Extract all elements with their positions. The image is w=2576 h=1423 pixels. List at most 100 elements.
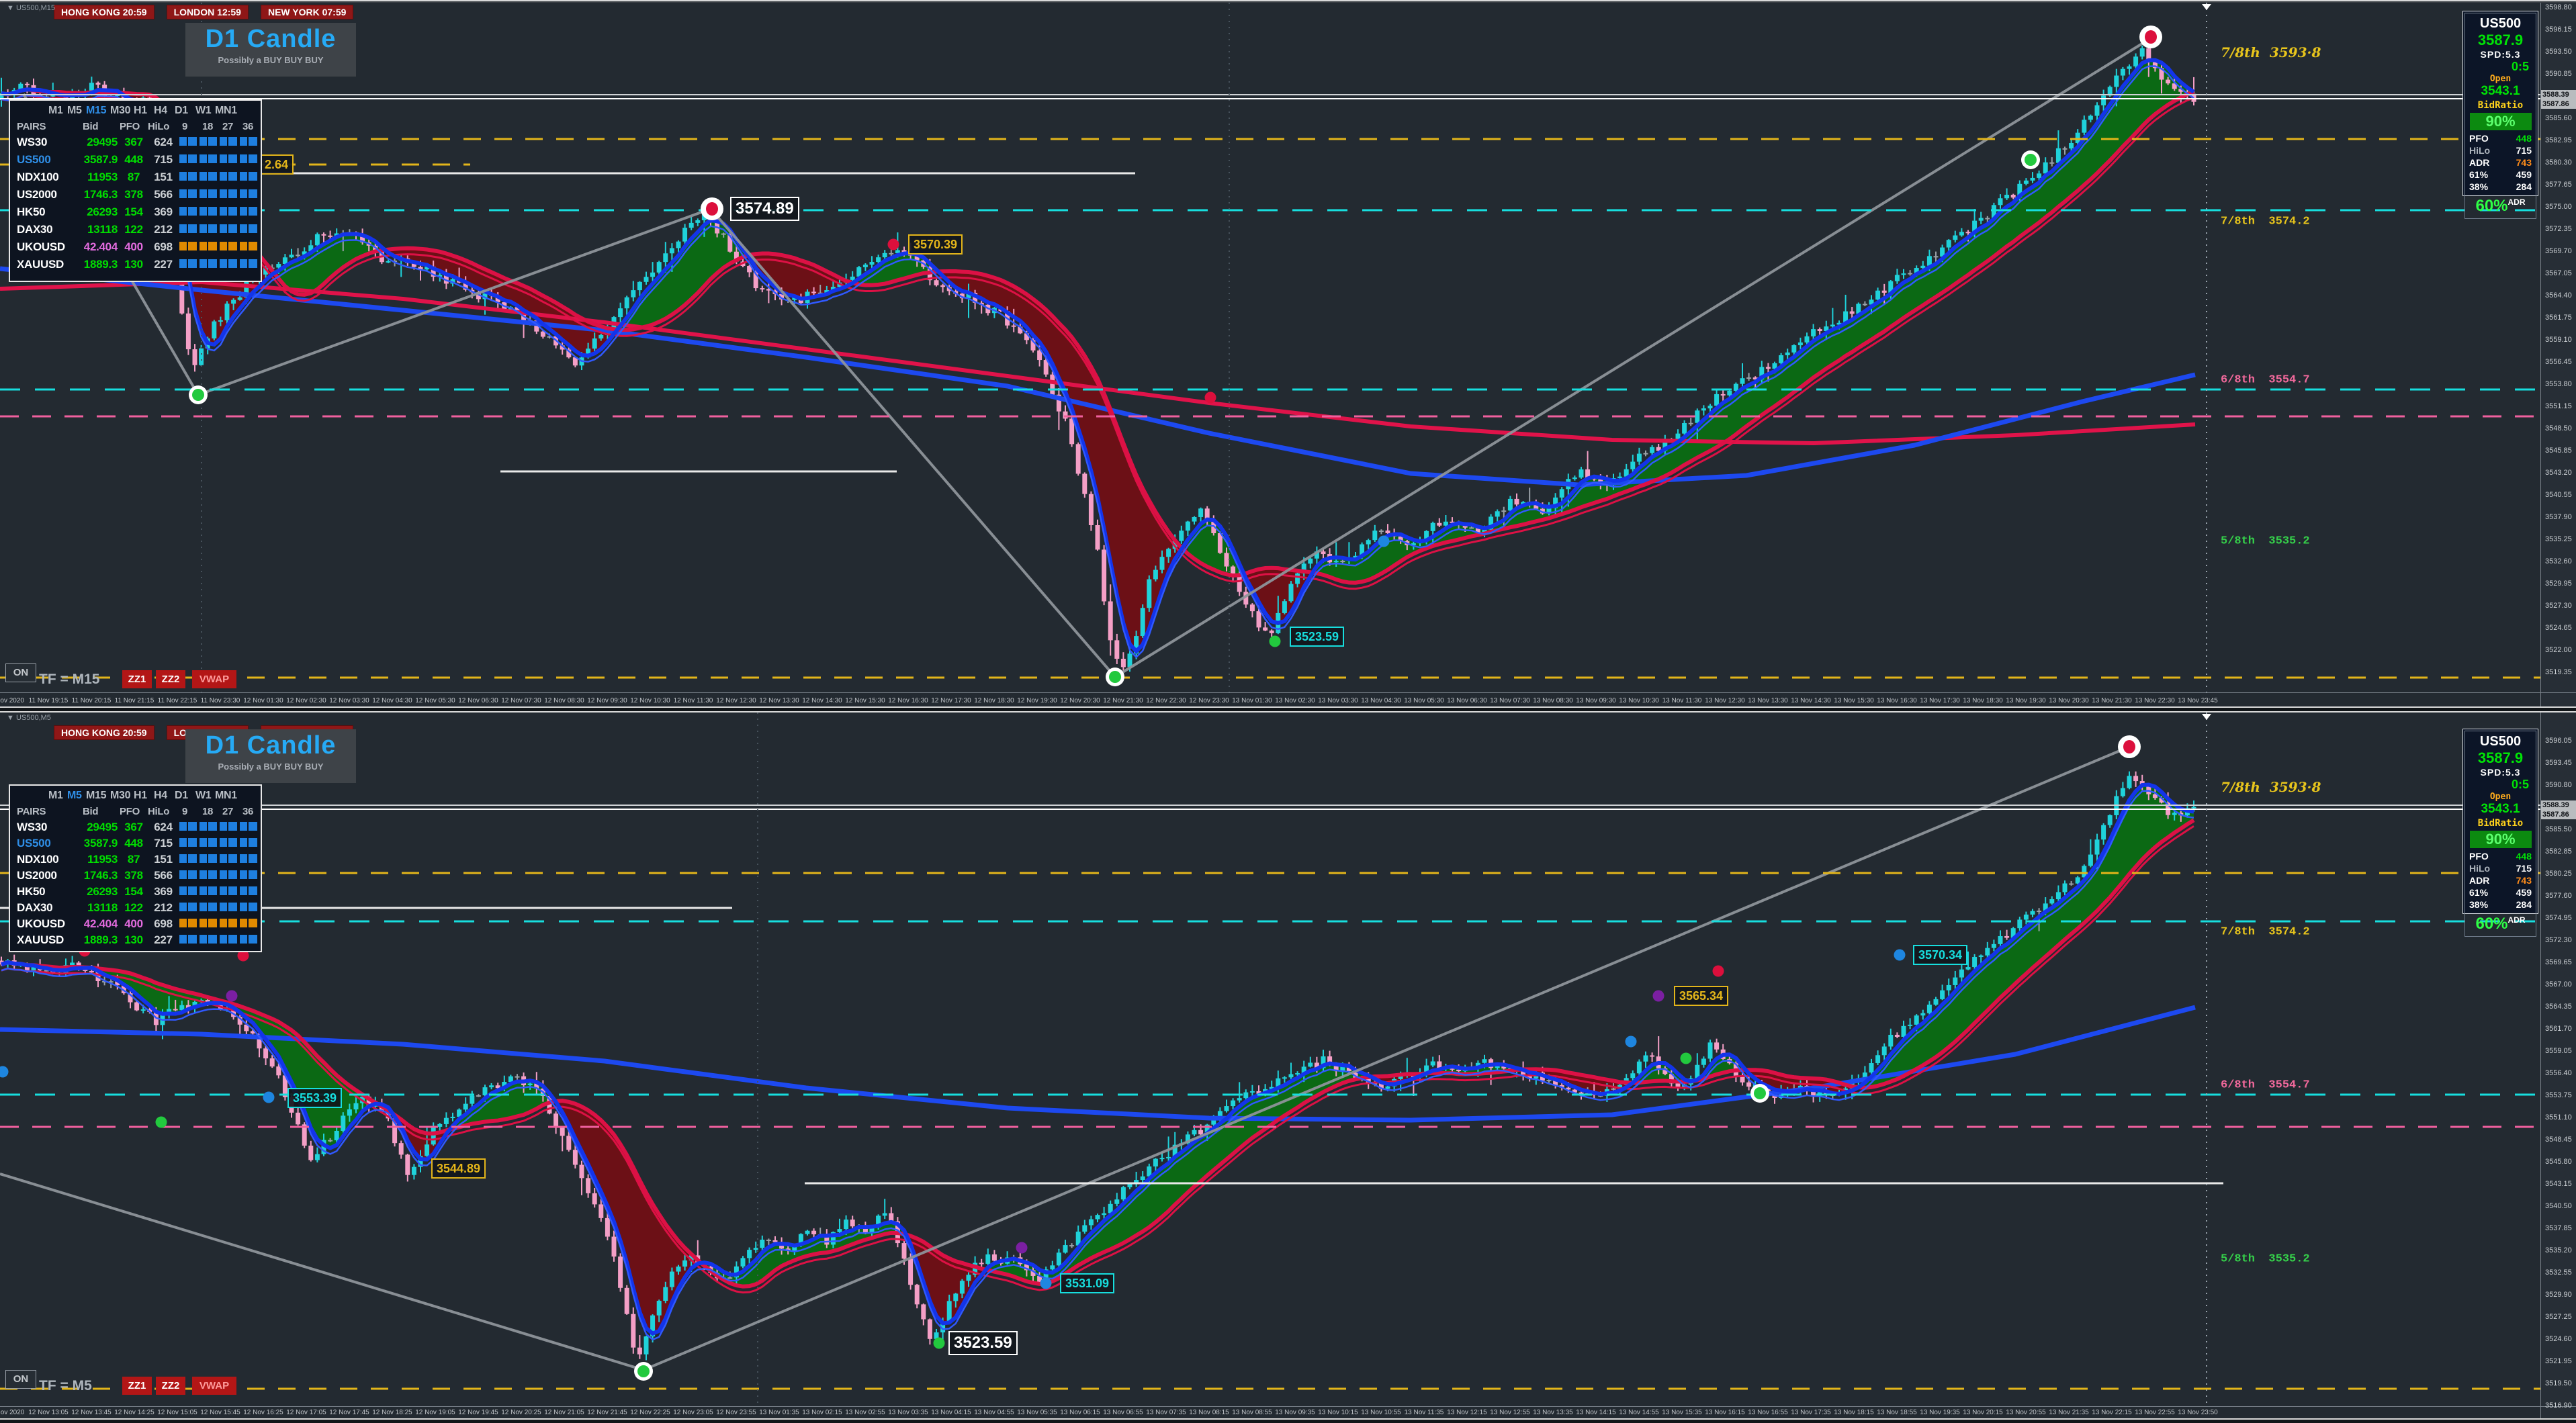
tf-header-H1[interactable]: H1 [134,790,147,801]
pairs-cell[interactable]: 566 [154,869,173,882]
pairs-cell[interactable]: WS30 [17,136,48,148]
chart-separator-gap[interactable] [0,708,2576,711]
tf-header-M5[interactable]: M5 [67,790,82,801]
pairs-cell[interactable]: 367 [124,136,143,148]
pairs-cell[interactable]: 400 [124,240,143,253]
tf-header-MN1[interactable]: MN1 [215,790,237,801]
tf-header-MN1[interactable]: MN1 [215,105,237,116]
pairs-cell[interactable]: 624 [154,821,173,833]
pairs-cell[interactable]: 87 [127,853,140,866]
pairs-cell[interactable]: 448 [124,837,143,850]
tf-header-M1[interactable]: M1 [48,790,63,801]
chart-tab-m15[interactable]: ▼ US500,M15 [7,4,56,12]
pairs-cell[interactable]: 698 [154,917,173,930]
tf-header-M15[interactable]: M15 [86,105,107,116]
pairs-cell[interactable]: 448 [124,153,143,166]
pairs-cell[interactable]: 369 [154,205,173,218]
pairs-cell[interactable]: NDX100 [17,171,59,183]
pairs-cell[interactable]: DAX30 [17,223,53,236]
pairs-cell[interactable]: 1889.3 [83,258,118,271]
pairs-cell[interactable]: 566 [154,188,173,201]
pairs-cell[interactable]: 26293 [87,885,118,898]
zz1-button-2[interactable]: ZZ1 [122,1377,152,1395]
pairs-cell[interactable]: 1746.3 [83,869,118,882]
pairs-cell[interactable]: 698 [154,240,173,253]
tf-header-W1[interactable]: W1 [195,790,212,801]
pairs-cell[interactable]: US2000 [17,188,57,201]
pairs-cell[interactable]: 29495 [87,136,118,148]
pairs-cell[interactable]: 13118 [87,223,118,236]
tf-header-M5[interactable]: M5 [67,105,82,116]
tf-header-M30[interactable]: M30 [110,790,131,801]
pairs-cell[interactable]: DAX30 [17,901,53,914]
pairs-cell[interactable]: 154 [124,205,143,218]
zz2-button-2[interactable]: ZZ2 [156,1377,185,1395]
pairs-cell[interactable]: NDX100 [17,853,59,866]
pairs-cell[interactable]: 42.404 [83,917,118,930]
tf-header-D1[interactable]: D1 [175,105,188,116]
tf-header-M15[interactable]: M15 [86,790,107,801]
price-scale-label: 3551.15 [2545,402,2572,410]
pairs-cell[interactable]: 130 [124,933,143,946]
pairs-cell[interactable]: HK50 [17,205,46,218]
chart-area-0[interactable] [0,3,2540,692]
tf-header-M1[interactable]: M1 [48,105,63,116]
vwap-button[interactable]: VWAP [192,670,236,688]
pairs-cell[interactable]: 122 [124,223,143,236]
pairs-cell[interactable]: 122 [124,901,143,914]
pairs-cell[interactable]: 3587.9 [83,837,118,850]
bid-price-box: 3587.86 [2541,99,2576,109]
zz2-button[interactable]: ZZ2 [156,670,185,688]
pairs-cell[interactable]: 1889.3 [83,933,118,946]
pairs-cell[interactable]: UKOUSD [17,240,65,253]
pairs-cell[interactable]: 11953 [87,853,118,866]
pairs-cell[interactable]: 151 [154,171,173,183]
tf-header-H4[interactable]: H4 [154,105,167,116]
chart-tab-m5[interactable]: ▼ US500,M5 [7,714,51,722]
tf-header-M30[interactable]: M30 [110,105,131,116]
pairs-cell[interactable]: XAUUSD [17,933,64,946]
price-scale-strip-0[interactable] [2540,3,2576,706]
pairs-cell[interactable]: 87 [127,171,140,183]
pairs-cell[interactable]: 42.404 [83,240,118,253]
pairs-cell[interactable]: 367 [124,821,143,833]
pairs-cell[interactable]: 212 [154,223,173,236]
pairs-cell[interactable]: XAUUSD [17,258,64,271]
pairs-cell[interactable]: 400 [124,917,143,930]
pairs-cell[interactable]: 369 [154,885,173,898]
pairs-cell[interactable]: HK50 [17,885,46,898]
tf-header-H1[interactable]: H1 [134,105,147,116]
tf-header-H4[interactable]: H4 [154,790,167,801]
tf-header-D1[interactable]: D1 [175,790,188,801]
pairs-cell[interactable]: US2000 [17,869,57,882]
on-toggle-button[interactable]: ON [5,663,36,682]
pairs-cell[interactable]: 227 [154,258,173,271]
pairs-cell[interactable]: WS30 [17,821,48,833]
pairs-cell[interactable]: US500 [17,153,51,166]
pairs-cell[interactable]: 212 [154,901,173,914]
pairs-cell[interactable]: 378 [124,869,143,882]
pairs-cell[interactable]: 1746.3 [83,188,118,201]
price-scale-strip-1[interactable] [2540,713,2576,1418]
strength-bar [199,137,217,146]
chart-area-1[interactable] [0,713,2540,1406]
tf-header-W1[interactable]: W1 [195,105,212,116]
on-toggle-button-2[interactable]: ON [5,1370,36,1389]
pairs-cell[interactable]: UKOUSD [17,917,65,930]
pairs-cell[interactable]: 13118 [87,901,118,914]
pairs-cell[interactable]: 378 [124,188,143,201]
zz1-button[interactable]: ZZ1 [122,670,152,688]
vwap-button-2[interactable]: VWAP [192,1377,236,1395]
pairs-cell[interactable]: US500 [17,837,51,850]
pairs-cell[interactable]: 3587.9 [83,153,118,166]
pairs-cell[interactable]: 624 [154,136,173,148]
pairs-cell[interactable]: 715 [154,153,173,166]
pairs-cell[interactable]: 151 [154,853,173,866]
pairs-cell[interactable]: 715 [154,837,173,850]
pairs-cell[interactable]: 154 [124,885,143,898]
pairs-cell[interactable]: 29495 [87,821,118,833]
pairs-cell[interactable]: 11953 [87,171,118,183]
pairs-cell[interactable]: 227 [154,933,173,946]
pairs-cell[interactable]: 130 [124,258,143,271]
pairs-cell[interactable]: 26293 [87,205,118,218]
